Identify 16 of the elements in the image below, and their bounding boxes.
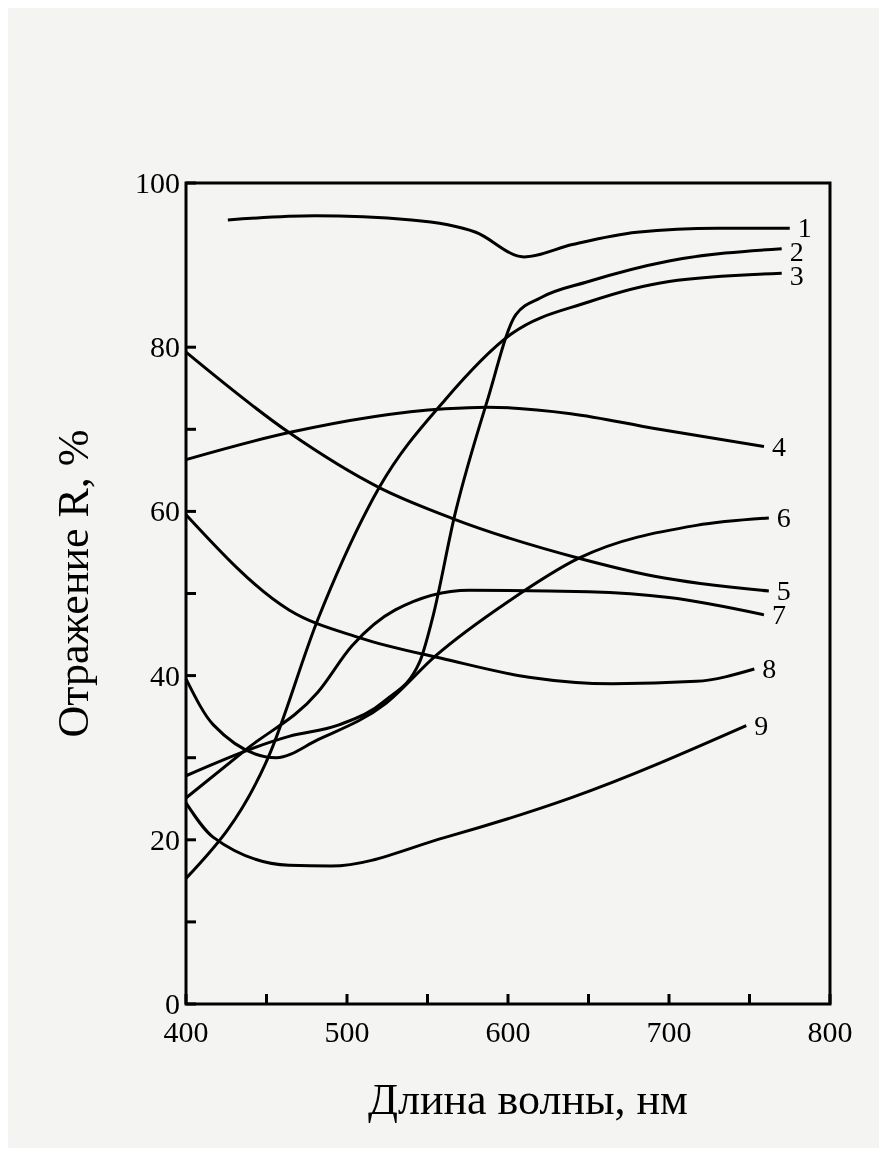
- y-tick-label: 60: [150, 494, 180, 528]
- series-label: 6: [776, 501, 791, 533]
- x-axis-title: Длина волны, нм: [368, 1075, 688, 1124]
- y-axis-title: Отражение R, %: [49, 429, 98, 738]
- x-tick-label: 700: [646, 1015, 692, 1048]
- series-label: 8: [762, 653, 777, 685]
- y-tick-label: 40: [150, 658, 180, 692]
- series-label: 4: [771, 430, 786, 462]
- y-tick-label: 100: [135, 166, 180, 199]
- x-tick-label: 600: [485, 1015, 531, 1048]
- line-series: [226, 214, 792, 259]
- x-tick-label: 800: [807, 1015, 853, 1048]
- y-tick-label: 80: [150, 330, 180, 364]
- x-tick-label: 500: [324, 1015, 370, 1048]
- y-tick-label: 20: [150, 822, 180, 856]
- series-label: 9: [754, 709, 769, 741]
